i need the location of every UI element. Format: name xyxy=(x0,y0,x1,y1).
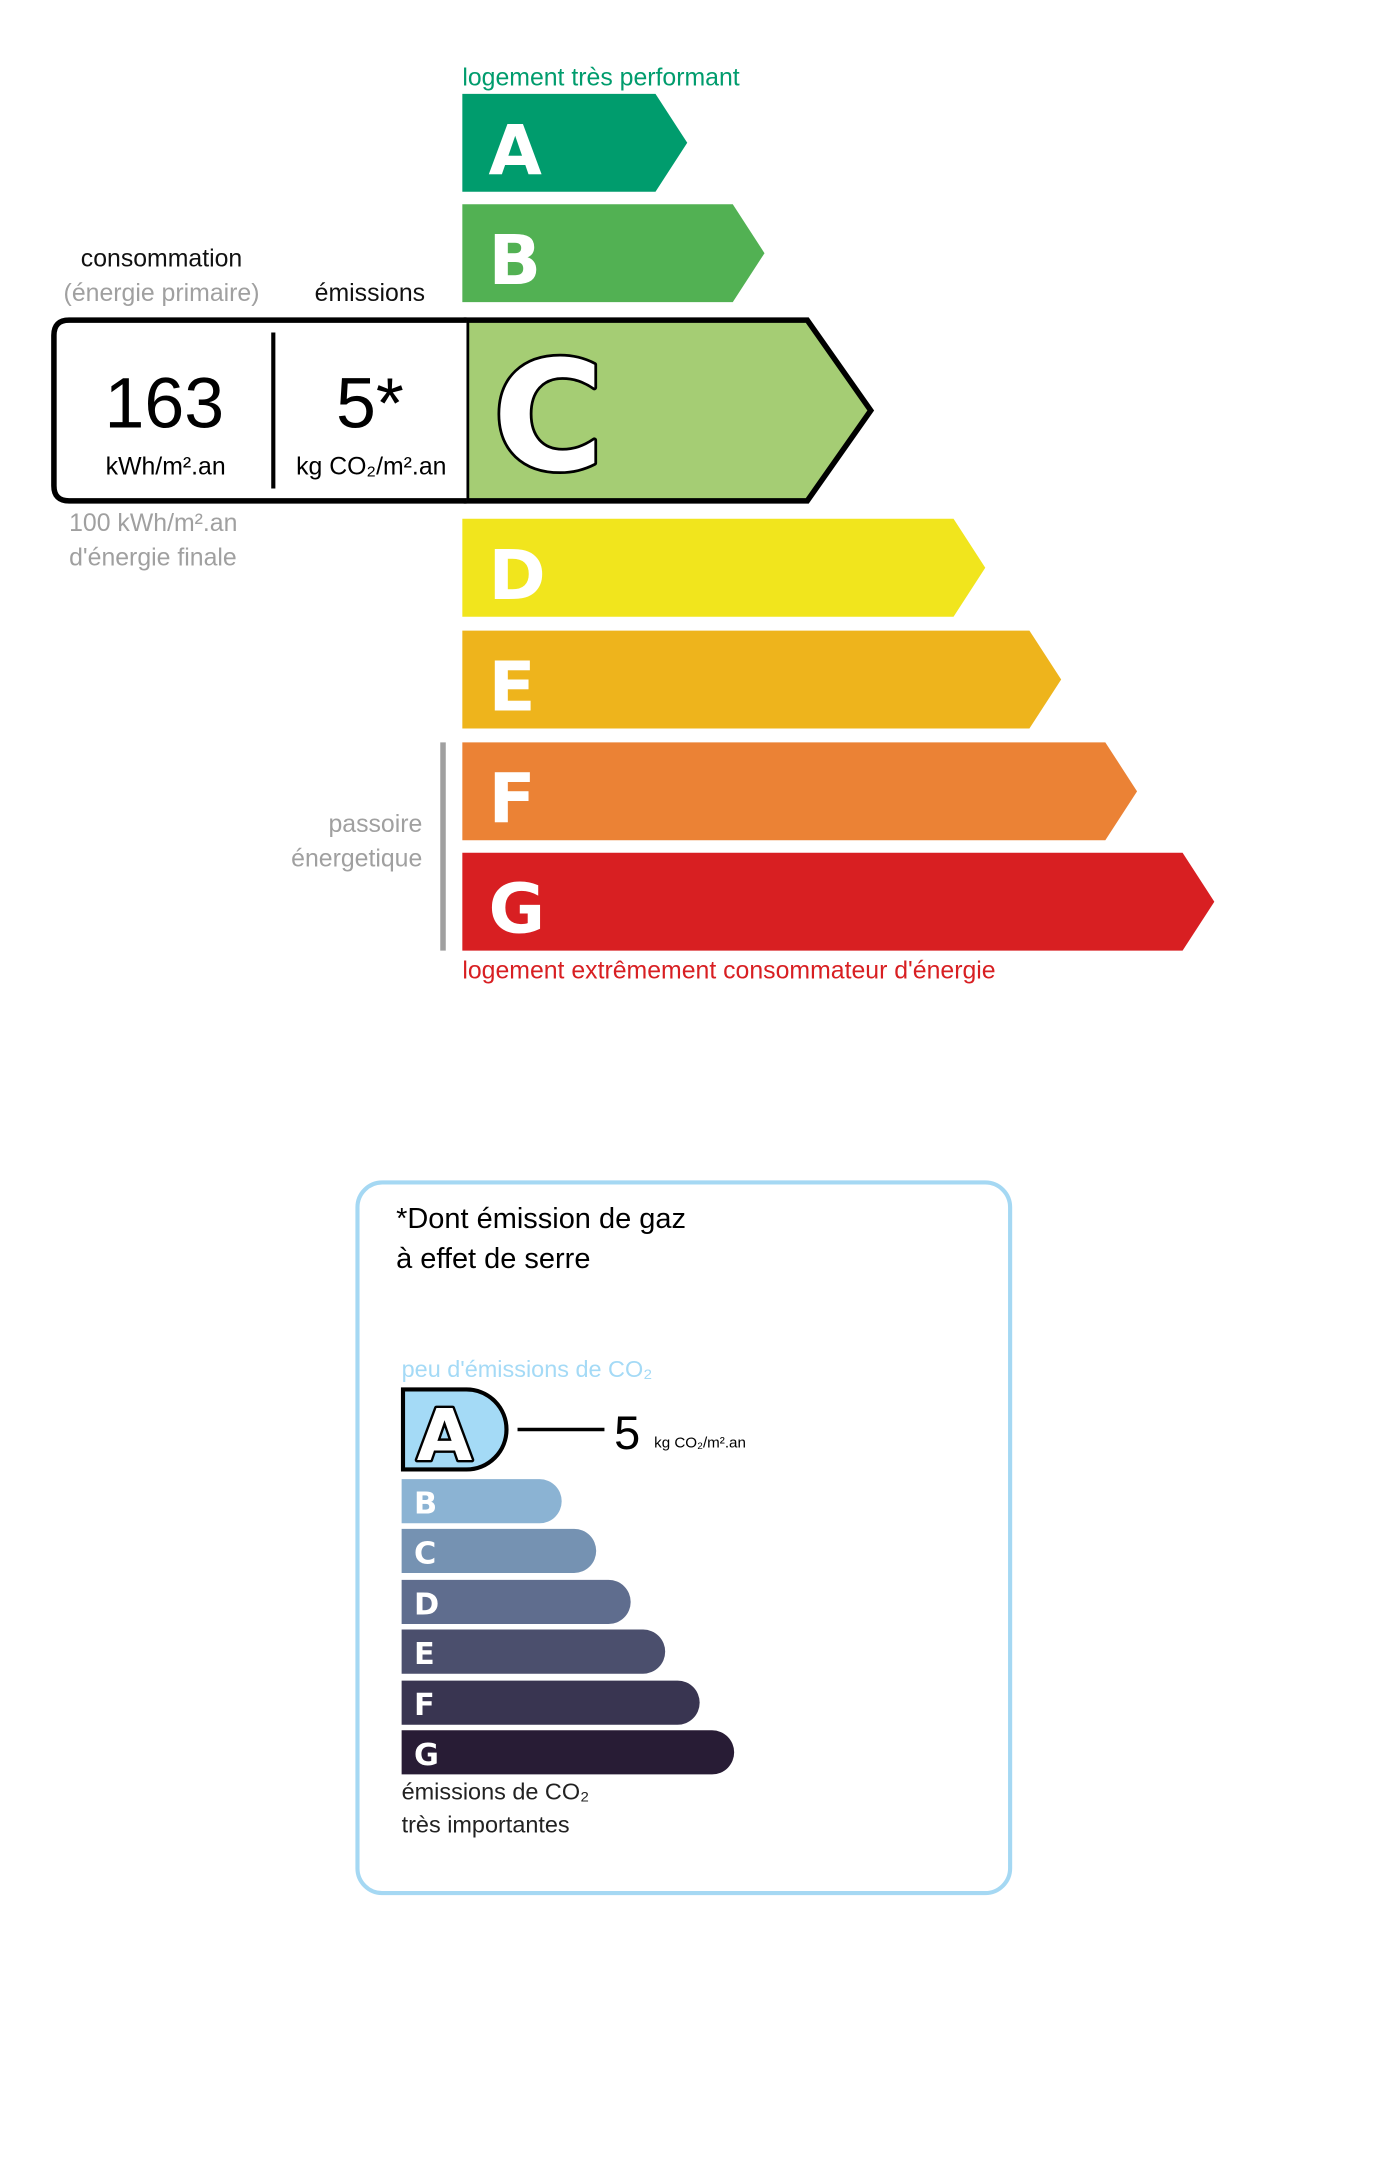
dpe-class-d-bar xyxy=(462,518,986,617)
final-energy-line2: d'énergie finale xyxy=(69,545,237,572)
dpe-class-f-bar xyxy=(462,742,1138,841)
consumption-unit: kWh/m².an xyxy=(106,454,226,481)
ges-class-g-letter: G xyxy=(414,1738,439,1773)
dpe-top-label: logement très performant xyxy=(462,65,739,92)
ges-class-d-letter: D xyxy=(414,1587,439,1622)
ges-class-e-letter: E xyxy=(414,1637,435,1672)
ges-class-a-bar-active xyxy=(400,1387,509,1472)
passoire-line1: passoire xyxy=(328,811,422,838)
dpe-bottom-label: logement extrêmement consommateur d'éner… xyxy=(462,957,995,984)
ges-title-line1: *Dont émission de gaz xyxy=(396,1203,686,1235)
ges-title-line2: à effet de serre xyxy=(396,1243,590,1275)
ges-top-label: peu d'émissions de CO₂ xyxy=(402,1356,653,1382)
final-energy-line1: 100 kWh/m².an xyxy=(69,510,237,537)
consumption-value: 163 xyxy=(104,364,224,444)
dpe-class-c-letter: C xyxy=(493,328,604,505)
ges-bottom-label-line2: très importantes xyxy=(402,1811,570,1837)
ges-class-b-bar xyxy=(401,1479,562,1524)
consumption-header: consommation xyxy=(81,245,242,272)
ges-class-c-bar xyxy=(401,1528,597,1573)
emissions-unit: kg CO₂/m².an xyxy=(296,454,446,481)
dpe-class-d-letter: D xyxy=(489,536,546,616)
dpe-class-a-letter: A xyxy=(489,111,543,191)
ges-class-e-bar xyxy=(401,1629,666,1674)
dpe-class-b-letter: B xyxy=(489,221,542,301)
ges-bottom-label-line1: émissions de CO₂ xyxy=(402,1778,590,1804)
consumption-subheader: (énergie primaire) xyxy=(64,280,260,307)
dpe-class-g-bar xyxy=(462,852,1215,951)
ges-class-d-bar xyxy=(401,1579,631,1625)
ges-class-f-bar xyxy=(401,1680,700,1725)
dpe-class-e-bar xyxy=(462,630,1062,729)
ges-class-b-letter: B xyxy=(414,1487,437,1522)
ges-value: 5 xyxy=(614,1407,640,1459)
dpe-class-g-letter: G xyxy=(489,870,546,950)
dpe-class-b-bar xyxy=(462,204,765,303)
ges-class-a-letter: A xyxy=(417,1393,473,1477)
dpe-class-a-bar xyxy=(462,93,688,192)
ges-class-c-letter: C xyxy=(414,1536,436,1571)
passoire-line2: énergetique xyxy=(291,846,422,873)
emissions-value: 5* xyxy=(336,364,404,444)
dpe-class-e-letter: E xyxy=(489,648,536,728)
dpe-class-f-letter: F xyxy=(489,759,536,839)
ges-unit: kg CO₂/m².an xyxy=(654,1434,746,1451)
emissions-header: émissions xyxy=(315,280,425,307)
ges-class-f-letter: F xyxy=(414,1688,435,1723)
values-box xyxy=(51,317,467,504)
ges-class-g-bar xyxy=(401,1730,735,1775)
